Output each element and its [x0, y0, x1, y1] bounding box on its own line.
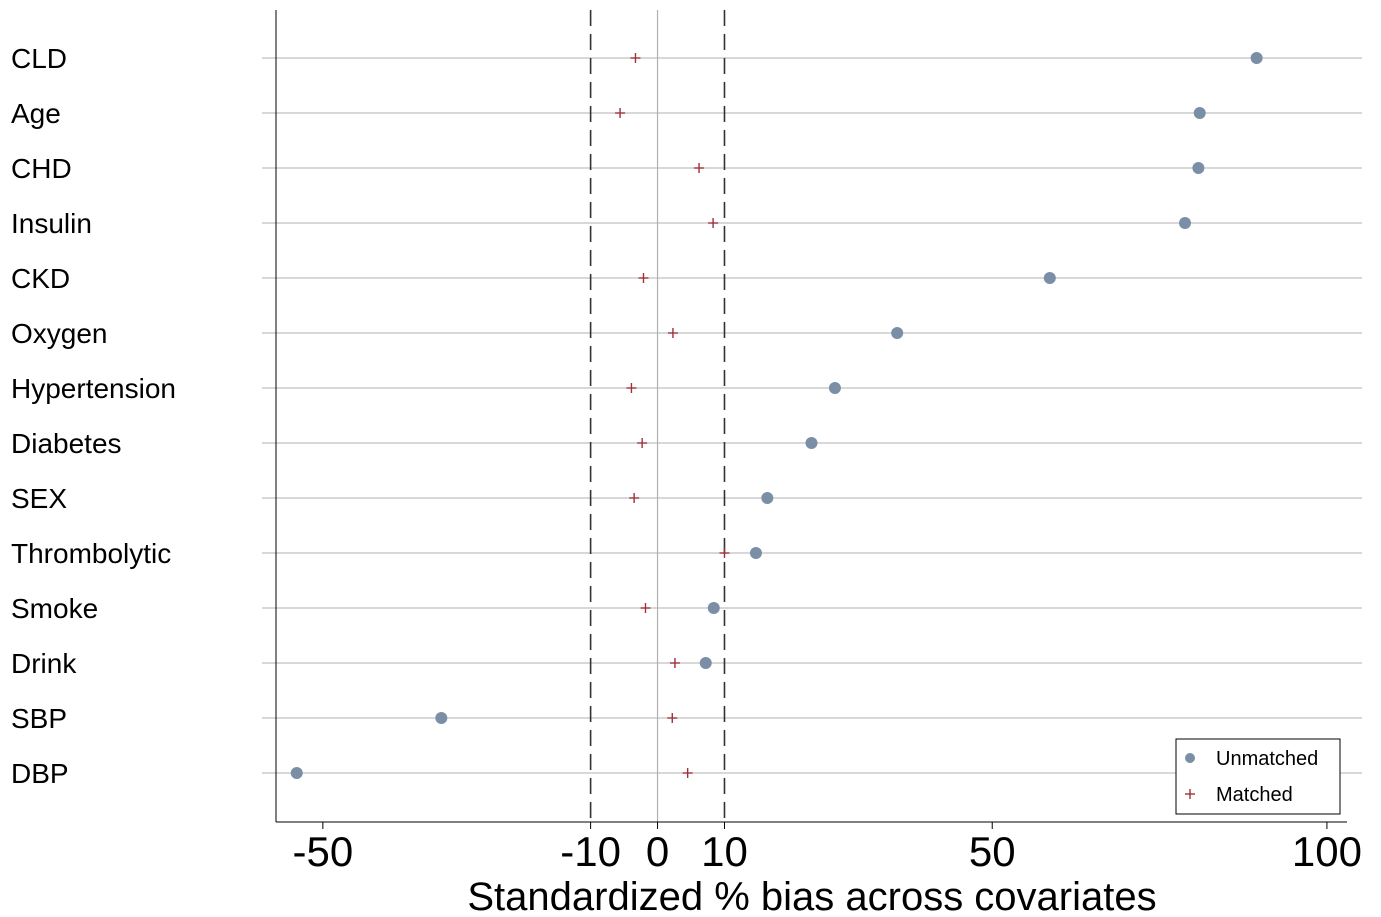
- category-label: SEX: [11, 483, 67, 514]
- category-label: Hypertension: [11, 373, 176, 404]
- legend: Unmatched Matched: [1175, 738, 1341, 815]
- matched-point: [630, 53, 641, 63]
- axes: [275, 10, 1347, 829]
- matched-point: [640, 603, 651, 613]
- unmatched-point: [707, 602, 720, 614]
- unmatched-point: [828, 382, 841, 394]
- category-label: Age: [11, 98, 61, 129]
- category-label: Oxygen: [11, 318, 108, 349]
- legend-marker-unmatched: [1185, 753, 1195, 763]
- x-tick-label: -10: [560, 828, 621, 875]
- category-label: DBP: [11, 758, 69, 789]
- matched-point: [629, 493, 640, 503]
- x-tick-label: 50: [969, 828, 1016, 875]
- matched-point: [719, 548, 730, 558]
- category-labels: CLD Age CHD Insulin CKD Oxygen Hypertension Dia…: [11, 43, 176, 789]
- data-marks: [290, 52, 1263, 779]
- unmatched-point: [699, 657, 712, 669]
- legend-label: Unmatched: [1216, 748, 1318, 770]
- matched-point: [682, 768, 693, 778]
- unmatched-point: [435, 712, 448, 724]
- category-label: SBP: [11, 703, 67, 734]
- legend-label: Matched: [1216, 784, 1293, 806]
- x-tick-label: 0: [646, 828, 669, 875]
- unmatched-point: [1179, 217, 1192, 229]
- unmatched-point: [761, 492, 774, 504]
- unmatched-point: [805, 437, 818, 449]
- matched-point: [615, 108, 626, 118]
- series-matched: [615, 53, 730, 778]
- x-tick-label: -50: [293, 828, 354, 875]
- x-tick-label: 10: [701, 828, 748, 875]
- matched-point: [626, 383, 637, 393]
- category-label: CLD: [11, 43, 67, 74]
- matched-point: [667, 328, 678, 338]
- matched-point: [667, 713, 678, 723]
- unmatched-point: [1043, 272, 1056, 284]
- unmatched-point: [1192, 162, 1205, 174]
- matched-point: [694, 163, 705, 173]
- matched-point: [669, 658, 680, 668]
- unmatched-point: [749, 547, 762, 559]
- series-unmatched: [290, 52, 1263, 779]
- unmatched-point: [290, 767, 303, 779]
- category-label: Drink: [11, 648, 77, 679]
- category-label: Thrombolytic: [11, 538, 171, 569]
- x-tick-label: 100: [1292, 828, 1362, 875]
- category-label: Diabetes: [11, 428, 122, 459]
- x-axis-title: Standardized % bias across covariates: [467, 875, 1156, 917]
- legend-marker-matched: [1185, 789, 1195, 799]
- unmatched-point: [1250, 52, 1263, 64]
- reference-lines: [589, 10, 726, 822]
- category-label: CKD: [11, 263, 70, 294]
- legend-box: [1175, 738, 1341, 815]
- matched-point: [708, 218, 719, 228]
- x-tick-labels: -50 -10 0 10 50 100: [293, 828, 1362, 875]
- category-label: Smoke: [11, 593, 98, 624]
- unmatched-point: [891, 327, 904, 339]
- category-label: CHD: [11, 153, 72, 184]
- category-label: Insulin: [11, 208, 92, 239]
- unmatched-point: [1193, 107, 1206, 119]
- matched-point: [637, 438, 648, 448]
- matched-point: [638, 273, 649, 283]
